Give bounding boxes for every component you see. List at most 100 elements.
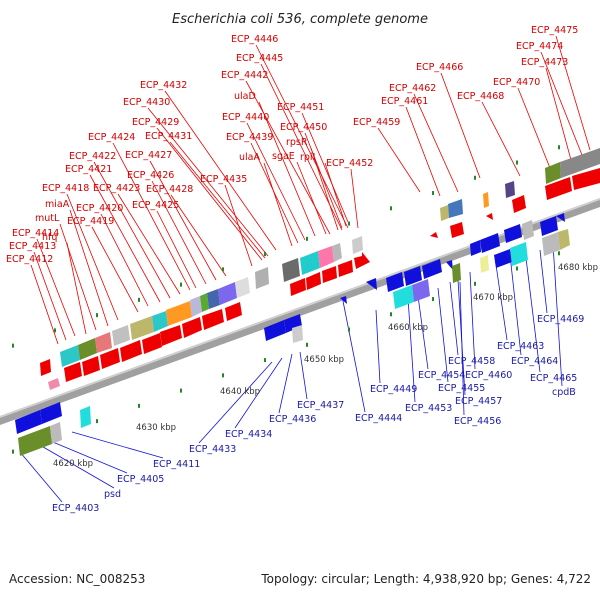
connector-miaa bbox=[69, 209, 109, 327]
tick-dot-upper bbox=[222, 267, 224, 272]
connector-ecp-4425 bbox=[156, 210, 197, 289]
gene-label-ecp-4432: ECP_4432 bbox=[140, 80, 187, 91]
tick-dot-lower bbox=[264, 358, 266, 363]
connector-sgae bbox=[296, 161, 327, 235]
gene-label-ecp-4454: ECP_4454 bbox=[418, 370, 465, 381]
connector-ulad bbox=[258, 101, 316, 237]
connector-ecp-4456 bbox=[459, 281, 465, 416]
reverse-strand-genes bbox=[15, 213, 570, 456]
scale-label-4620: 4620 kbp bbox=[53, 459, 93, 469]
tick-dot-upper bbox=[180, 282, 182, 287]
gene-label-ecp-4445: ECP_4445 bbox=[236, 53, 283, 64]
gene-label-ecp-4473: ECP_4473 bbox=[521, 57, 568, 68]
connector-ecp-4450 bbox=[304, 132, 343, 229]
gene-label-ecp-4428: ECP_4428 bbox=[146, 184, 193, 195]
gene-label-ecp-4451: ECP_4451 bbox=[277, 102, 324, 113]
connector-ecp-4437 bbox=[299, 351, 308, 400]
gene-label-ecp-4474: ECP_4474 bbox=[516, 41, 563, 52]
connector-ecp-4421 bbox=[89, 174, 161, 303]
connector-ecp-4454 bbox=[417, 295, 429, 370]
gene-label-ecp-4421: ECP_4421 bbox=[65, 164, 112, 175]
connector-rpli bbox=[324, 162, 347, 227]
connector-ecp-4428 bbox=[170, 194, 227, 277]
connector-ecp-4418 bbox=[66, 193, 119, 321]
tick-dot-upper bbox=[390, 206, 392, 211]
connector-ecp-4465 bbox=[524, 249, 541, 373]
gene-label-ecp-4440: ECP_4440 bbox=[222, 112, 269, 123]
gene-label-hfq: hfq bbox=[42, 232, 57, 243]
scale-label-4630: 4630 kbp bbox=[136, 423, 176, 433]
connector-ecp-4462 bbox=[413, 93, 459, 193]
gene-label-ecp-4411: ECP_4411 bbox=[153, 459, 200, 470]
tick-dot-upper bbox=[306, 236, 308, 241]
gene-label-ecp-4461: ECP_4461 bbox=[381, 96, 428, 107]
gene-label-rpli: rplI bbox=[300, 152, 315, 163]
gene-label-ecp-4442: ECP_4442 bbox=[221, 70, 268, 81]
gene-label-ecp-4403: ECP_4403 bbox=[52, 503, 99, 514]
tick-dot-upper bbox=[348, 221, 350, 226]
gene-label-ecp-4464: ECP_4464 bbox=[511, 356, 558, 367]
connector-ecp-4440 bbox=[246, 122, 306, 241]
connector-rpsr bbox=[310, 147, 339, 231]
label-connectors bbox=[19, 35, 591, 503]
gene-label-ecp-4458: ECP_4458 bbox=[448, 356, 495, 367]
connector-ecp-4470 bbox=[517, 87, 551, 169]
gene-label-cpdb: cpdB bbox=[552, 387, 576, 398]
gene-label-psd: psd bbox=[104, 489, 121, 500]
connector-ecp-4435 bbox=[224, 184, 253, 267]
tick-dot-lower bbox=[348, 327, 350, 332]
scale-label-4680: 4680 kbp bbox=[558, 263, 598, 273]
tick-dot-upper bbox=[138, 297, 140, 302]
connector-cpdb bbox=[552, 243, 563, 387]
tick-dot-upper bbox=[96, 313, 98, 318]
connector-ecp-4474 bbox=[540, 51, 583, 156]
connector-ecp-4469 bbox=[539, 249, 548, 314]
connector-ecp-4468 bbox=[481, 101, 521, 177]
gene-label-ecp-4444: ECP_4444 bbox=[355, 413, 402, 424]
gene-label-ecp-4449: ECP_4449 bbox=[370, 384, 417, 395]
gene-label-ecp-4429: ECP_4429 bbox=[132, 117, 179, 128]
tick-dot-lower bbox=[96, 419, 98, 424]
gene-label-ecp-4427: ECP_4427 bbox=[125, 150, 172, 161]
connector-ecp-4475 bbox=[555, 35, 591, 151]
gene-label-ecp-4405: ECP_4405 bbox=[117, 474, 164, 485]
scale-labels: 4620 kbp 4630 kbp 4640 kbp 4650 kbp 4660… bbox=[53, 263, 598, 469]
gene-label-mutl: mutL bbox=[35, 213, 60, 224]
tick-dot-lower bbox=[222, 373, 224, 378]
tick-dot-upper bbox=[558, 145, 560, 150]
connector-ecp-4429 bbox=[156, 127, 263, 261]
gene-label-ecp-4469: ECP_4469 bbox=[537, 314, 584, 325]
scale-label-4660: 4660 kbp bbox=[388, 323, 428, 333]
gene-label-ecp-4452: ECP_4452 bbox=[326, 158, 373, 169]
scale-label-4670: 4670 kbp bbox=[473, 293, 513, 303]
gene-label-ecp-4453: ECP_4453 bbox=[405, 403, 452, 414]
tick-dot-lower bbox=[516, 266, 518, 271]
gene-label-ecp-4426: ECP_4426 bbox=[127, 170, 174, 181]
gene-label-ecp-4431: ECP_4431 bbox=[145, 131, 192, 142]
genome-backbone bbox=[0, 198, 600, 425]
connector-ecp-4411 bbox=[71, 431, 164, 459]
connector-ecp-4460 bbox=[469, 271, 476, 370]
gene-label-ecp-4425: ECP_4425 bbox=[132, 200, 179, 211]
gene-label-ecp-4437: ECP_4437 bbox=[297, 400, 344, 411]
accession-text: Accession: NC_008253 bbox=[9, 572, 146, 586]
tick-dot-lower bbox=[138, 403, 140, 408]
gene-label-ecp-4475: ECP_4475 bbox=[531, 25, 578, 36]
tick-dot-lower bbox=[180, 388, 182, 393]
connector-hfq bbox=[66, 242, 87, 335]
connector-ecp-4446 bbox=[255, 44, 349, 229]
tick-dot-lower bbox=[306, 342, 308, 347]
gene-label-ecp-4455: ECP_4455 bbox=[438, 383, 485, 394]
connector-ecp-4459 bbox=[377, 127, 421, 193]
gene-label-ecp-4460: ECP_4460 bbox=[465, 370, 512, 381]
tick-dot-lower bbox=[558, 251, 560, 256]
connector-ecp-4424 bbox=[112, 142, 191, 291]
scale-label-4640: 4640 kbp bbox=[220, 387, 260, 397]
connector-ecp-4453 bbox=[407, 297, 416, 403]
connector-ecp-4403 bbox=[19, 451, 63, 503]
scale-label-4650: 4650 kbp bbox=[304, 355, 344, 365]
gene-label-ecp-4423: ECP_4423 bbox=[93, 183, 140, 194]
connector-ecp-4413 bbox=[33, 251, 67, 341]
tick-dot-upper bbox=[474, 175, 476, 180]
